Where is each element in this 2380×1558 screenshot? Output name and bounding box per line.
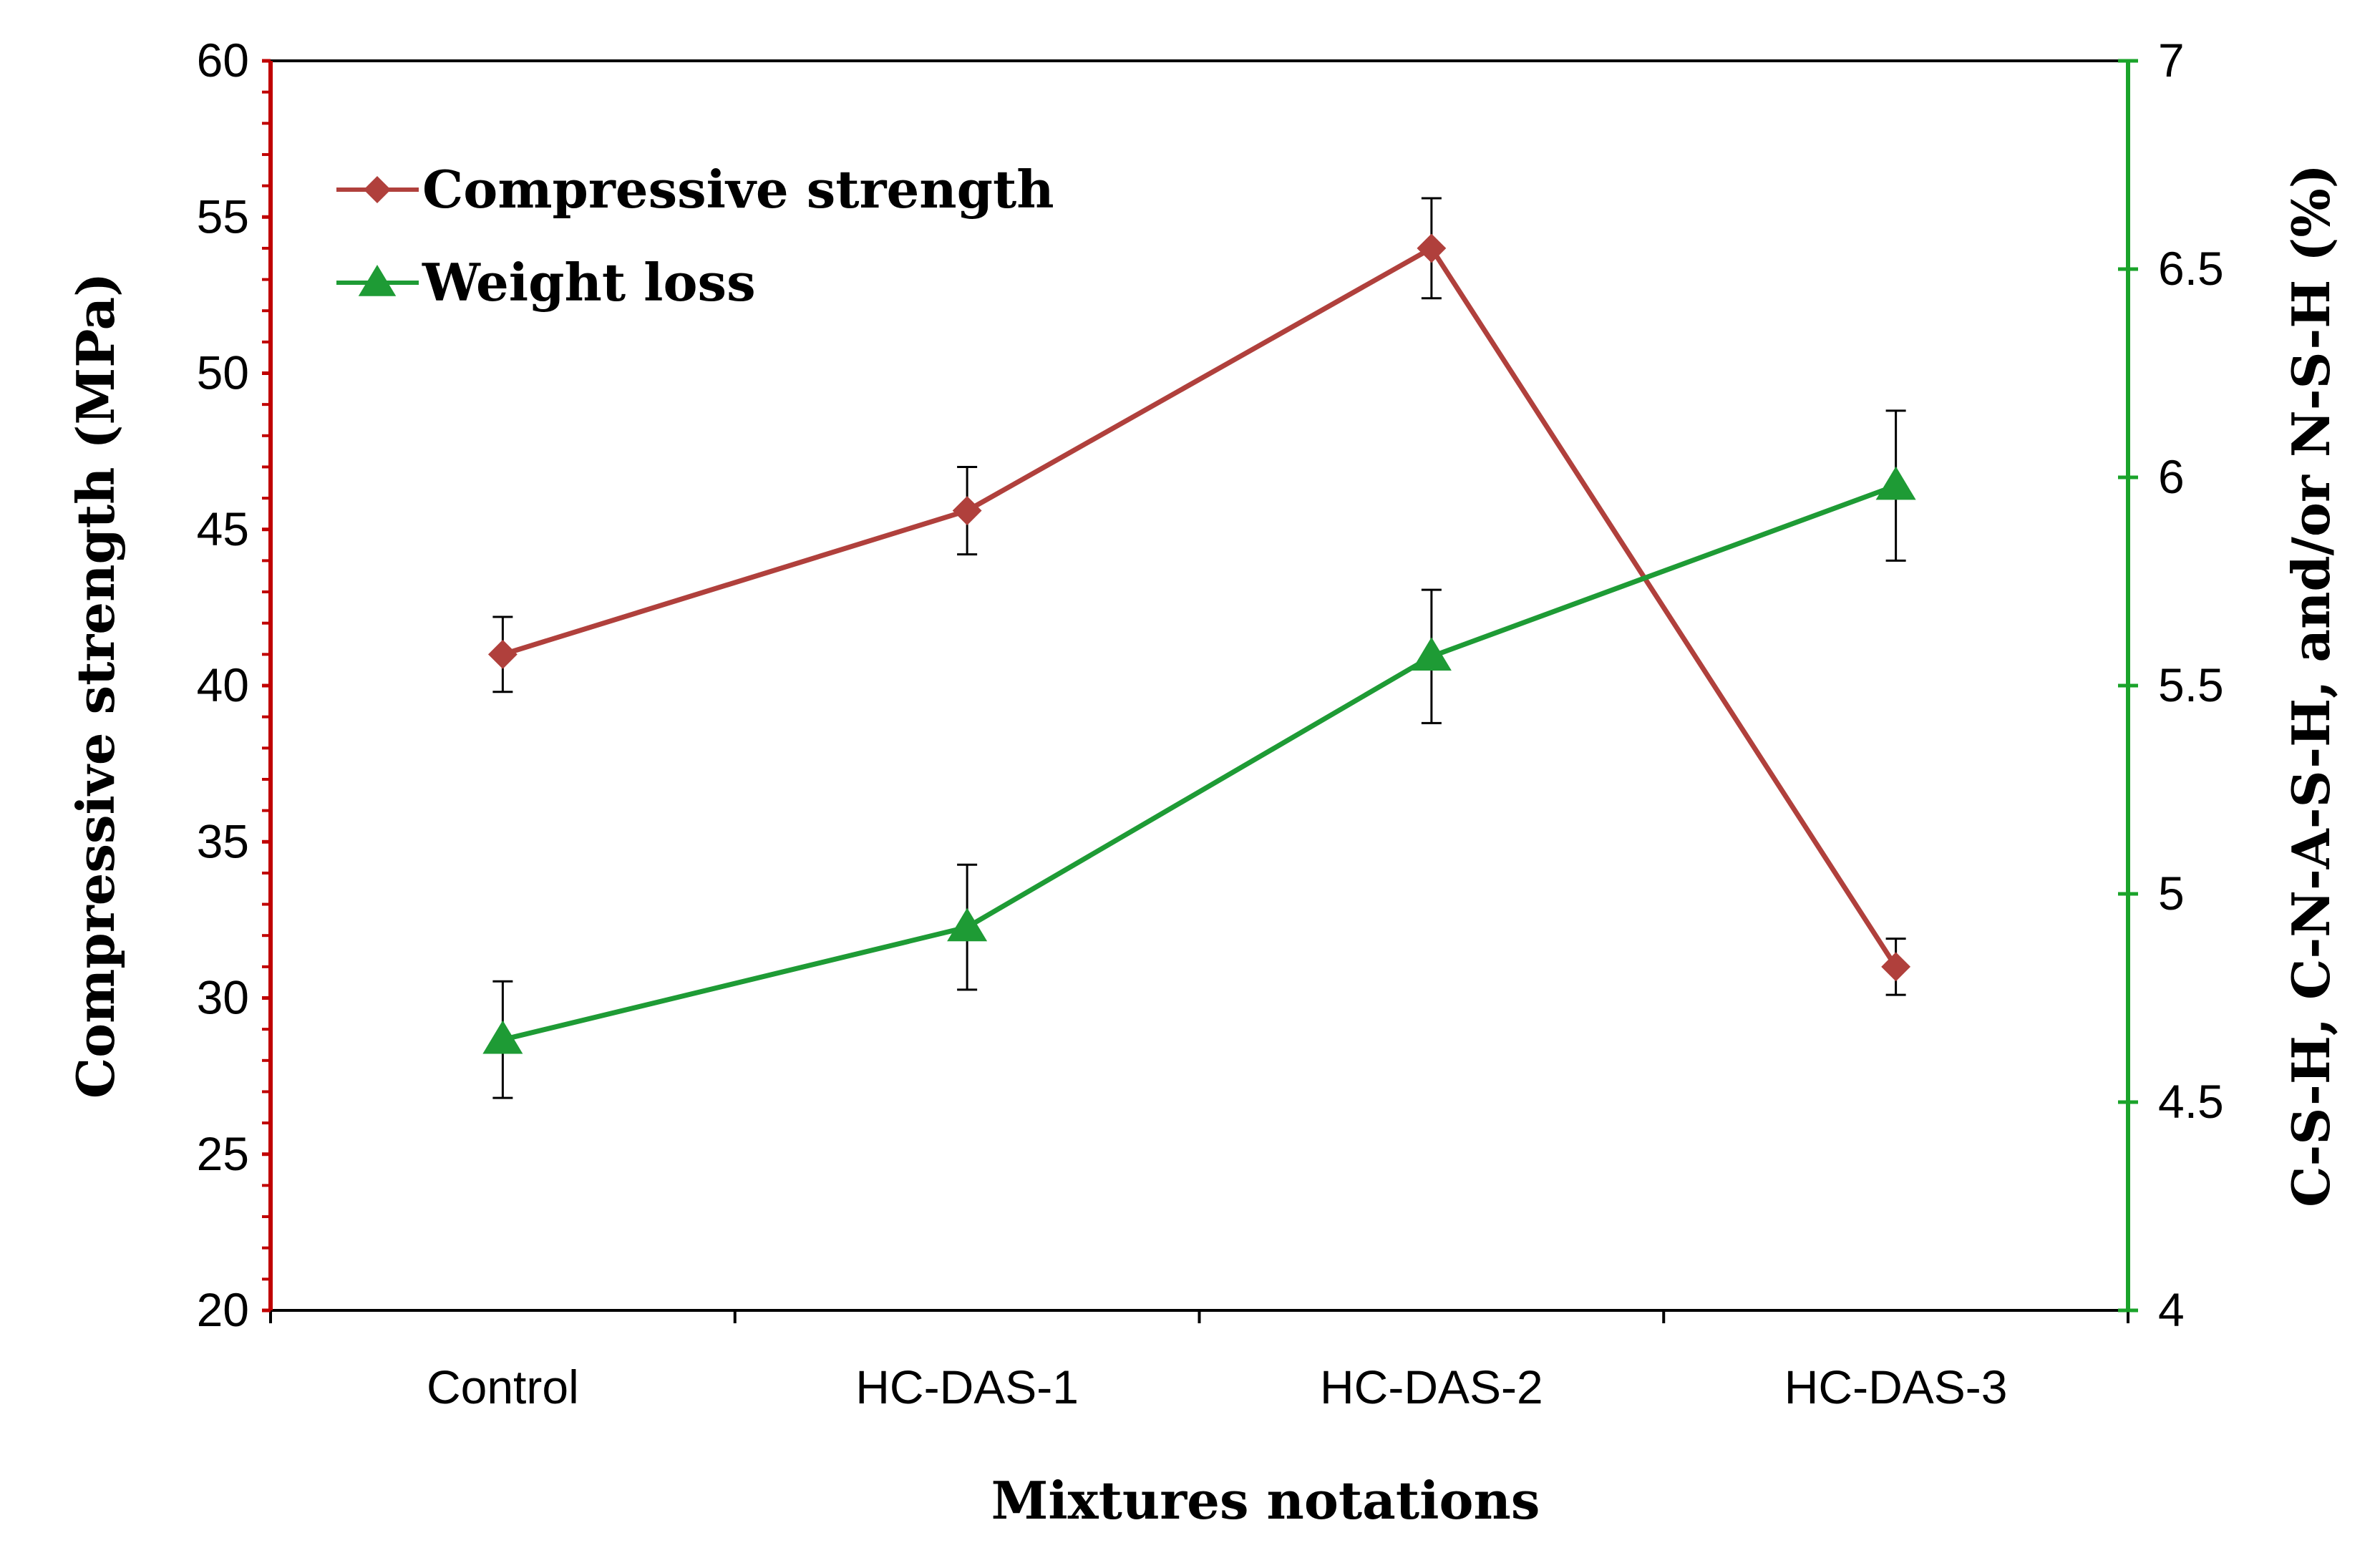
y-axis-ticks: 20 25 30 35 40 45 50 55 60	[197, 34, 271, 1336]
y2-tick-label: 6	[2158, 450, 2185, 503]
x-axis-ticks: Control HC-DAS-1 HC-DAS-2 HC-DAS-3	[269, 1310, 2129, 1413]
point-weight	[1411, 637, 1452, 671]
y-tick-label: 30	[197, 971, 249, 1024]
x-tick-label: HC-DAS-1	[855, 1360, 1079, 1413]
y2-tick-label: 6.5	[2158, 242, 2224, 295]
legend: Compressive strength Weight loss	[336, 159, 1054, 313]
y2-axis-ticks: 4 4.5 5 5.5 6 6.5 7	[2118, 34, 2224, 1336]
y-tick-label: 60	[197, 34, 249, 87]
point-compressive	[1417, 233, 1447, 263]
y-tick-label: 45	[197, 502, 249, 555]
y2-tick-label: 5.5	[2158, 658, 2224, 711]
y-tick-label: 25	[197, 1127, 249, 1180]
legend-marker-compressive	[364, 176, 391, 203]
y-tick-label: 55	[197, 190, 249, 243]
y2-tick-label: 7	[2158, 34, 2185, 87]
y-tick-label: 20	[197, 1283, 249, 1336]
y-axis-title: Compressive strength (MPa)	[65, 273, 126, 1099]
legend-marker-weight	[358, 265, 397, 296]
y-tick-label: 40	[197, 658, 249, 711]
point-weight	[947, 907, 988, 942]
y2-tick-label: 5	[2158, 867, 2185, 920]
point-compressive	[1881, 952, 1911, 982]
y2-tick-label: 4.5	[2158, 1075, 2224, 1128]
y-tick-label: 35	[197, 814, 249, 867]
y-tick-label: 50	[197, 346, 249, 399]
x-tick-label: Control	[427, 1360, 579, 1413]
x-tick-label: HC-DAS-2	[1320, 1360, 1543, 1413]
x-axis-title: Mixtures notations	[991, 1470, 1540, 1531]
series-layer	[482, 197, 1916, 1099]
point-compressive	[487, 639, 518, 669]
y2-axis-title: C-S-H, C-N-A-S-H, and/or N-S-H (%)	[2281, 164, 2341, 1207]
point-weight	[1875, 466, 1916, 500]
series-line-compressive	[502, 245, 1898, 968]
legend-label-weight: Weight loss	[422, 252, 756, 313]
x-tick-label: HC-DAS-3	[1784, 1360, 2008, 1413]
series-line-weight	[502, 483, 1897, 1043]
point-compressive	[952, 496, 982, 525]
legend-label-compressive: Compressive strength	[422, 159, 1054, 220]
point-weight	[482, 1020, 523, 1054]
plot-area	[271, 61, 2128, 1310]
y2-tick-label: 4	[2158, 1283, 2185, 1336]
